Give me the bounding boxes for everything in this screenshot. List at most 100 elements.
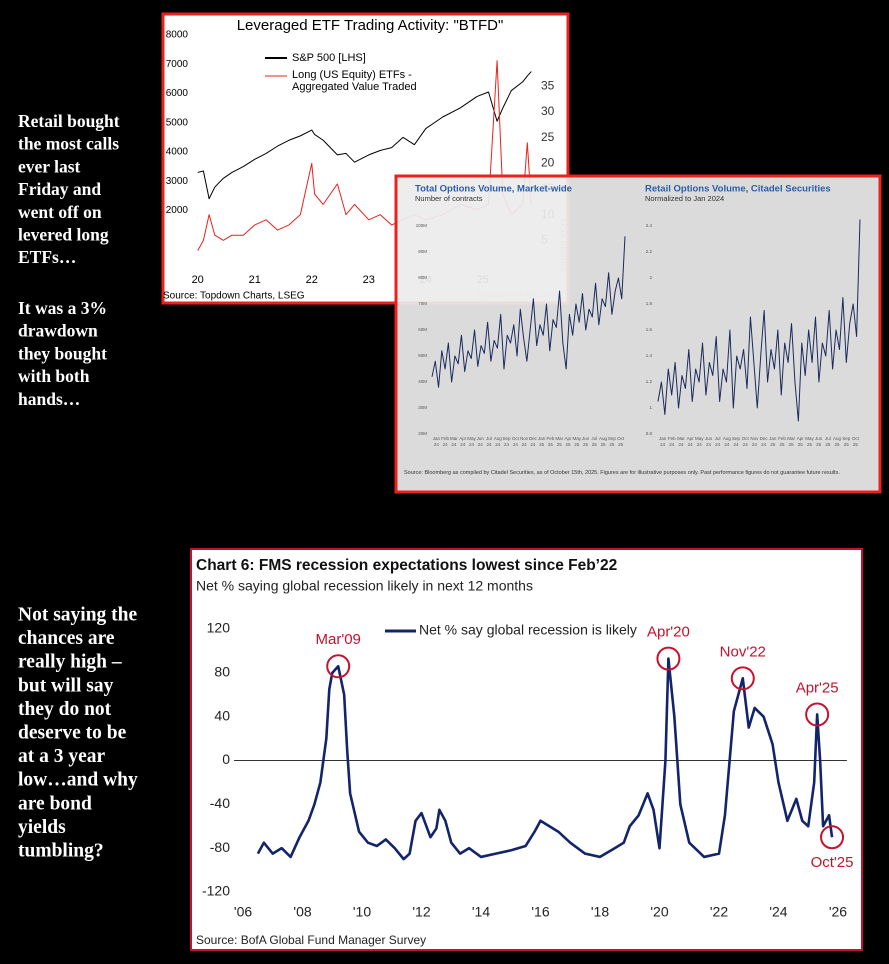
x-tick-year: 24 xyxy=(706,442,712,447)
note-line: they bought xyxy=(18,343,107,363)
x-tick-label: '24 xyxy=(769,904,787,920)
y-tick-label: 1.2 xyxy=(646,379,653,384)
x-tick-label: Mar xyxy=(555,436,563,441)
x-tick-label: '26 xyxy=(829,904,847,920)
x-tick-year: 24 xyxy=(669,442,675,447)
x-tick-label: May xyxy=(467,436,476,441)
x-tick-label: Jan xyxy=(433,436,441,441)
y-tick-label: 40M xyxy=(418,379,427,384)
x-tick-year: 24 xyxy=(487,442,493,447)
y-tick-label: 4000 xyxy=(166,147,189,158)
x-tick-year: 25 xyxy=(798,442,804,447)
x-tick-year: 24 xyxy=(513,442,519,447)
y-tick-label: 60M xyxy=(418,327,427,332)
y-tick-label: 2.4 xyxy=(646,223,653,228)
y-tick-label: 8000 xyxy=(166,30,189,41)
x-tick-year: 25 xyxy=(609,442,615,447)
x-tick-label: Apr xyxy=(459,436,467,441)
y-tick-label: 2000 xyxy=(166,205,189,216)
x-tick-label: Apr xyxy=(564,436,572,441)
annotation-circle xyxy=(656,646,681,671)
y-tick-label: -40 xyxy=(210,795,230,811)
note-line: went off on xyxy=(18,202,102,222)
note-line: tumbling? xyxy=(18,840,104,861)
note-line: they do not xyxy=(18,699,112,720)
legend-label: Long (US Equity) ETFs - Aggregated Value… xyxy=(292,69,417,93)
y-tick-label: 3000 xyxy=(166,176,189,187)
annotation-circle xyxy=(730,666,755,691)
annotation-circle xyxy=(805,702,830,727)
y2-tick-label: 20 xyxy=(541,156,555,170)
note-line: chances are xyxy=(18,628,115,649)
y-tick-label: 20M xyxy=(418,431,427,436)
x-tick-year: 25 xyxy=(779,442,785,447)
y-tick-label: 2.2 xyxy=(646,249,653,254)
y-tick-label: 120 xyxy=(207,620,231,636)
note-line: levered long xyxy=(18,225,109,245)
legend-label: S&P 500 [LHS] xyxy=(292,52,366,64)
x-tick-year: 25 xyxy=(816,442,822,447)
x-tick-year: 25 xyxy=(835,442,841,447)
x-tick-label: May xyxy=(572,436,581,441)
note-line: low…and why xyxy=(18,770,138,791)
source: Source: Topdown Charts, LSEG xyxy=(163,291,305,302)
x-tick-year: 25 xyxy=(539,442,545,447)
series-line xyxy=(657,219,861,422)
chart-subtitle: Number of contracts xyxy=(415,194,483,203)
x-tick-label: Feb xyxy=(441,436,449,441)
y-tick-label: 70M xyxy=(418,301,427,306)
x-tick-label: 21 xyxy=(249,274,261,286)
y-tick-label: 50M xyxy=(418,353,427,358)
x-tick-year: 24 xyxy=(443,442,449,447)
x-tick-label: Nov xyxy=(520,436,529,441)
x-tick-year: 25 xyxy=(565,442,571,447)
x-tick-label: Mar xyxy=(787,436,795,441)
x-tick-year: 24 xyxy=(460,442,466,447)
x-tick-label: Jun xyxy=(815,436,823,441)
note-line: with both xyxy=(18,366,90,386)
series-line xyxy=(197,60,532,251)
series-line xyxy=(431,236,626,388)
y2-tick-label: 25 xyxy=(541,130,555,144)
x-tick-year: 25 xyxy=(574,442,580,447)
source: Source: BofA Global Fund Manager Survey xyxy=(196,933,426,947)
x-tick-year: 25 xyxy=(557,442,563,447)
x-tick-label: '12 xyxy=(412,904,430,920)
annotation-circle xyxy=(326,654,351,679)
y-tick-label: 1.4 xyxy=(646,353,653,358)
x-tick-year: 25 xyxy=(844,442,850,447)
y-tick-label: 1.6 xyxy=(646,327,653,332)
x-tick-year: 24 xyxy=(469,442,475,447)
chart-title: Leveraged ETF Trading Activity: "BTFD" xyxy=(237,17,504,34)
x-tick-year: 25 xyxy=(601,442,607,447)
x-tick-label: Feb xyxy=(778,436,786,441)
x-tick-year: 24 xyxy=(522,442,528,447)
y-tick-label: 100M xyxy=(416,223,428,228)
x-tick-label: Sep xyxy=(842,436,851,441)
y-tick-label: -80 xyxy=(210,839,230,855)
annotation-label: Mar'09 xyxy=(316,631,361,648)
y-tick-label: 80 xyxy=(214,664,230,680)
y-tick-label: 7000 xyxy=(166,59,189,70)
x-tick-label: Jul xyxy=(591,436,597,441)
series-line xyxy=(256,657,834,861)
x-tick-label: Apr xyxy=(797,436,805,441)
x-tick-label: 22 xyxy=(306,274,318,286)
x-tick-year: 24 xyxy=(478,442,484,447)
x-tick-label: Aug xyxy=(599,436,608,441)
chart-title: Retail Options Volume, Citadel Securitie… xyxy=(645,184,831,195)
x-tick-year: 24 xyxy=(715,442,721,447)
x-tick-label: Feb xyxy=(547,436,555,441)
note-line: Not saying the xyxy=(18,604,138,625)
x-tick-year: 24 xyxy=(530,442,536,447)
x-tick-label: Dec xyxy=(760,436,769,441)
x-tick-year: 24 xyxy=(434,442,440,447)
x-tick-label: Jul xyxy=(486,436,492,441)
x-tick-year: 24 xyxy=(734,442,740,447)
x-tick-year: 24 xyxy=(752,442,758,447)
x-tick-label: Jan xyxy=(538,436,546,441)
y-tick-label: 1.8 xyxy=(646,301,653,306)
x-tick-label: Jun xyxy=(705,436,713,441)
legend-label: Net % say global recession is likely xyxy=(419,622,637,638)
y-tick-label: 80M xyxy=(418,275,427,280)
